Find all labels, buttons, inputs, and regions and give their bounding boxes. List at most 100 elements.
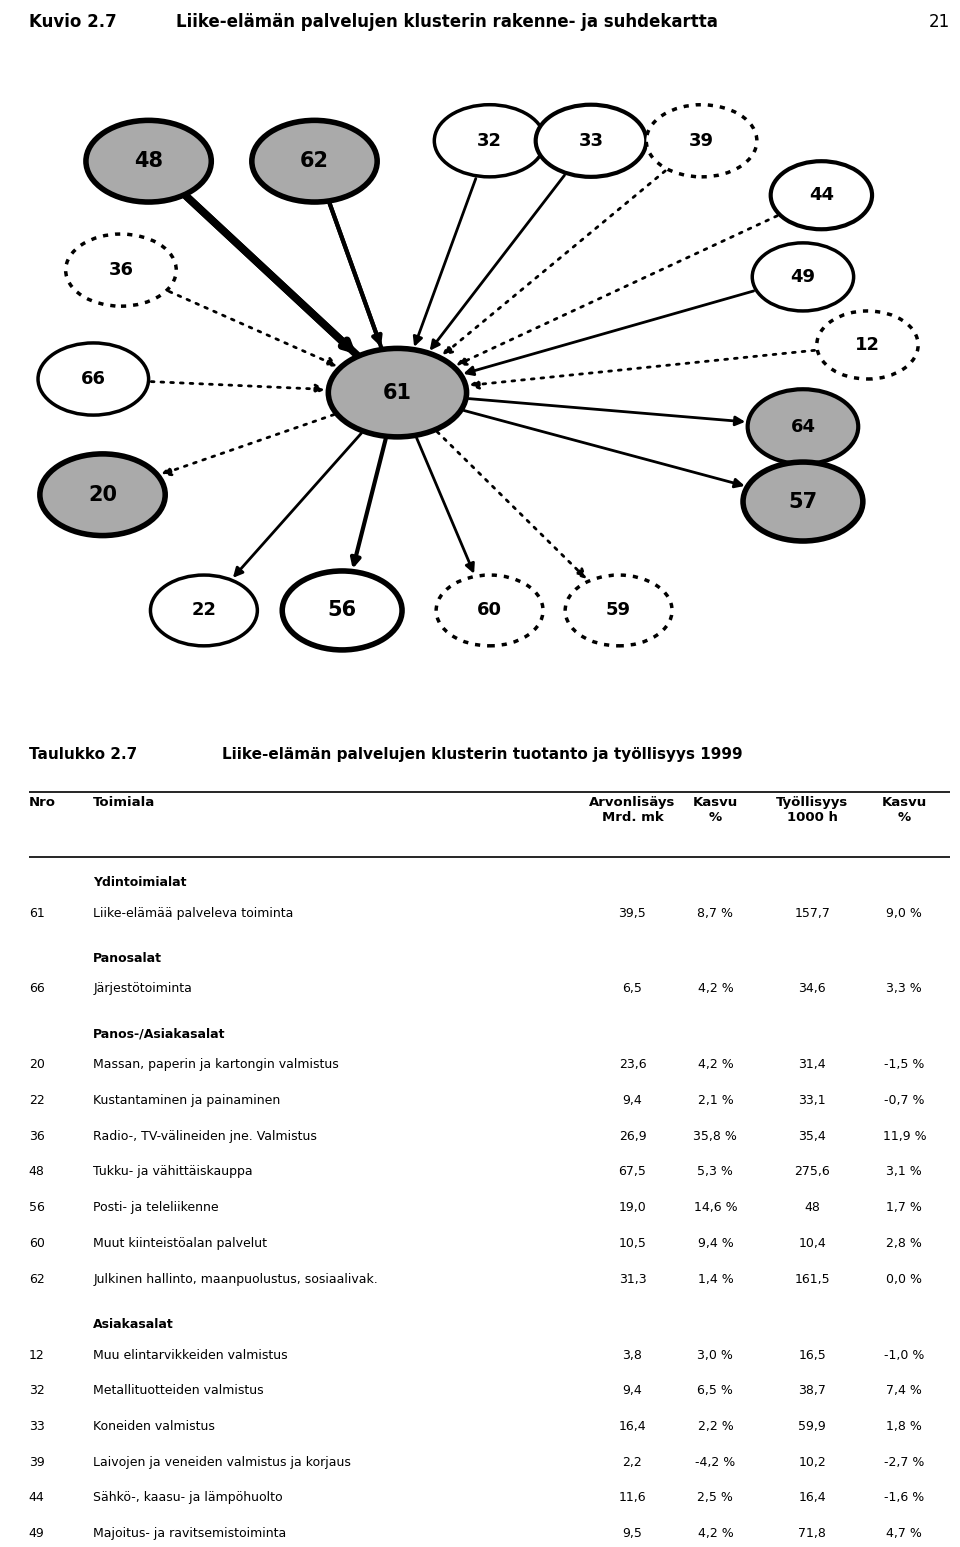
Text: 275,6: 275,6 xyxy=(794,1165,830,1179)
Text: 161,5: 161,5 xyxy=(794,1273,830,1286)
Text: Toimiala: Toimiala xyxy=(93,795,156,809)
Text: 9,4: 9,4 xyxy=(623,1094,642,1108)
Text: Kasvu
%: Kasvu % xyxy=(881,795,927,823)
Text: 7,4 %: 7,4 % xyxy=(886,1385,923,1397)
Text: 9,4: 9,4 xyxy=(623,1385,642,1397)
Text: 35,4: 35,4 xyxy=(799,1129,826,1143)
Text: 39,5: 39,5 xyxy=(618,907,646,919)
Ellipse shape xyxy=(40,453,165,535)
Text: 36: 36 xyxy=(29,1129,44,1143)
Text: Kasvu
%: Kasvu % xyxy=(693,795,738,823)
Ellipse shape xyxy=(748,390,858,464)
Text: 61: 61 xyxy=(383,382,412,402)
Text: 26,9: 26,9 xyxy=(618,1129,646,1143)
Ellipse shape xyxy=(434,105,545,176)
Text: 32: 32 xyxy=(477,131,502,150)
Text: -1,5 %: -1,5 % xyxy=(884,1058,924,1071)
Text: Koneiden valmistus: Koneiden valmistus xyxy=(93,1420,215,1433)
Text: 44: 44 xyxy=(809,186,834,204)
Text: 59,9: 59,9 xyxy=(799,1420,826,1433)
Text: 2,1 %: 2,1 % xyxy=(698,1094,733,1108)
Text: Työllisyys
1000 h: Työllisyys 1000 h xyxy=(776,795,849,823)
Text: 3,3 %: 3,3 % xyxy=(886,982,923,995)
Text: Asiakasalat: Asiakasalat xyxy=(93,1318,174,1330)
Text: 6,5 %: 6,5 % xyxy=(698,1385,733,1397)
Text: 61: 61 xyxy=(29,907,44,919)
Ellipse shape xyxy=(817,311,918,379)
Text: Julkinen hallinto, maanpuolustus, sosiaalivak.: Julkinen hallinto, maanpuolustus, sosiaa… xyxy=(93,1273,378,1286)
Text: -1,6 %: -1,6 % xyxy=(884,1491,924,1504)
Text: 60: 60 xyxy=(29,1238,45,1250)
Text: 33: 33 xyxy=(579,131,604,150)
Ellipse shape xyxy=(771,161,872,229)
Text: Kuvio 2.7: Kuvio 2.7 xyxy=(29,12,116,31)
Text: Muut kiinteistöalan palvelut: Muut kiinteistöalan palvelut xyxy=(93,1238,267,1250)
Text: 3,0 %: 3,0 % xyxy=(698,1349,733,1361)
Text: 20: 20 xyxy=(88,484,117,504)
Text: 64: 64 xyxy=(790,418,815,436)
Text: Liike-elämän palvelujen klusterin tuotanto ja työllisyys 1999: Liike-elämän palvelujen klusterin tuotan… xyxy=(223,747,743,763)
Text: Majoitus- ja ravitsemistoiminta: Majoitus- ja ravitsemistoiminta xyxy=(93,1527,287,1541)
Text: 48: 48 xyxy=(29,1165,45,1179)
Text: 2,2: 2,2 xyxy=(623,1456,642,1468)
Ellipse shape xyxy=(536,105,646,176)
Text: 11,6: 11,6 xyxy=(618,1491,646,1504)
Ellipse shape xyxy=(646,105,756,176)
Ellipse shape xyxy=(86,121,211,203)
Text: 22: 22 xyxy=(191,602,216,619)
Text: 22: 22 xyxy=(29,1094,44,1108)
Text: 33,1: 33,1 xyxy=(799,1094,826,1108)
Text: Nro: Nro xyxy=(29,795,56,809)
Text: 34,6: 34,6 xyxy=(799,982,826,995)
Text: 67,5: 67,5 xyxy=(618,1165,646,1179)
Ellipse shape xyxy=(151,575,257,645)
Ellipse shape xyxy=(282,571,402,650)
Text: 10,5: 10,5 xyxy=(618,1238,646,1250)
Ellipse shape xyxy=(65,234,177,306)
Text: Radio-, TV-välineiden jne. Valmistus: Radio-, TV-välineiden jne. Valmistus xyxy=(93,1129,317,1143)
Text: Järjestötoiminta: Järjestötoiminta xyxy=(93,982,192,995)
Text: Tukku- ja vähittäiskauppa: Tukku- ja vähittäiskauppa xyxy=(93,1165,252,1179)
Text: 1,7 %: 1,7 % xyxy=(886,1200,923,1214)
Text: -0,7 %: -0,7 % xyxy=(884,1094,924,1108)
Text: 71,8: 71,8 xyxy=(798,1527,827,1541)
Text: 4,2 %: 4,2 % xyxy=(698,982,733,995)
Text: 8,7 %: 8,7 % xyxy=(697,907,733,919)
Text: 12: 12 xyxy=(29,1349,44,1361)
Text: 49: 49 xyxy=(790,268,815,286)
Text: 57: 57 xyxy=(788,492,818,512)
Text: 21: 21 xyxy=(929,12,950,31)
Text: 10,4: 10,4 xyxy=(799,1238,826,1250)
Text: 62: 62 xyxy=(300,152,329,172)
Text: 44: 44 xyxy=(29,1491,44,1504)
Text: Liike-elämää palveleva toiminta: Liike-elämää palveleva toiminta xyxy=(93,907,294,919)
Text: 33: 33 xyxy=(29,1420,44,1433)
Text: Muu elintarvikkeiden valmistus: Muu elintarvikkeiden valmistus xyxy=(93,1349,288,1361)
Text: 56: 56 xyxy=(29,1200,45,1214)
Text: 9,5: 9,5 xyxy=(622,1527,642,1541)
Text: Liike-elämän palvelujen klusterin rakenne- ja suhdekartta: Liike-elämän palvelujen klusterin rakenn… xyxy=(177,12,718,31)
Text: Posti- ja teleliikenne: Posti- ja teleliikenne xyxy=(93,1200,219,1214)
Text: 16,4: 16,4 xyxy=(799,1491,826,1504)
Text: Ydintoimialat: Ydintoimialat xyxy=(93,876,187,888)
Text: 4,7 %: 4,7 % xyxy=(886,1527,923,1541)
Ellipse shape xyxy=(743,463,863,541)
Text: 3,1 %: 3,1 % xyxy=(886,1165,923,1179)
Text: 3,8: 3,8 xyxy=(622,1349,642,1361)
Text: 0,0 %: 0,0 % xyxy=(886,1273,923,1286)
Text: 19,0: 19,0 xyxy=(618,1200,646,1214)
Text: -1,0 %: -1,0 % xyxy=(884,1349,924,1361)
Text: 5,3 %: 5,3 % xyxy=(698,1165,733,1179)
Text: 4,2 %: 4,2 % xyxy=(698,1058,733,1071)
Text: 32: 32 xyxy=(29,1385,44,1397)
Text: 59: 59 xyxy=(606,602,631,619)
Text: 6,5: 6,5 xyxy=(622,982,642,995)
Text: 60: 60 xyxy=(477,602,502,619)
Ellipse shape xyxy=(38,343,149,415)
Text: 38,7: 38,7 xyxy=(798,1385,827,1397)
Text: 48: 48 xyxy=(804,1200,820,1214)
Text: 157,7: 157,7 xyxy=(794,907,830,919)
Text: Panosalat: Panosalat xyxy=(93,951,162,964)
Text: 56: 56 xyxy=(327,600,357,620)
Text: 16,5: 16,5 xyxy=(799,1349,826,1361)
